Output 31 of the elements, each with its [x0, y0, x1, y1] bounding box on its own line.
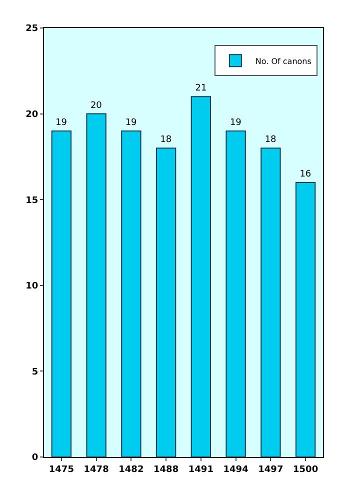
- bar: [295, 182, 316, 457]
- y-tick-label: 5: [32, 367, 38, 378]
- bar: [51, 130, 72, 457]
- bar: [190, 96, 212, 457]
- bar: [156, 148, 176, 457]
- bar: [86, 113, 106, 457]
- x-tick-label: 1475: [48, 464, 74, 475]
- x-tick-label: 1500: [293, 464, 318, 475]
- y-tick-label: 15: [26, 196, 38, 206]
- y-tick-label: 25: [26, 24, 38, 34]
- data-label: 19: [56, 118, 68, 128]
- x-tick-label: 1491: [188, 464, 214, 475]
- legend-label: No. Of canons: [255, 56, 312, 66]
- x-tick-label: 1488: [154, 464, 179, 475]
- data-label: 18: [264, 135, 277, 146]
- bar: [260, 148, 281, 457]
- y-tick-label: 10: [26, 282, 38, 292]
- data-label: 18: [160, 135, 172, 146]
- x-tick-label: 1497: [258, 464, 284, 475]
- y-tick-label: 20: [26, 110, 38, 120]
- data-label: 21: [195, 84, 207, 94]
- bar: [121, 130, 142, 457]
- x-tick-label: 1494: [223, 464, 248, 475]
- y-tick-label: 0: [32, 453, 38, 464]
- data-label: 20: [90, 100, 102, 111]
- bar: [226, 130, 246, 457]
- data-label: 19: [125, 118, 138, 128]
- data-label: 16: [300, 169, 312, 180]
- x-tick-label: 1482: [118, 464, 144, 475]
- data-label: 19: [230, 118, 242, 128]
- x-tick-label: 1478: [84, 464, 109, 475]
